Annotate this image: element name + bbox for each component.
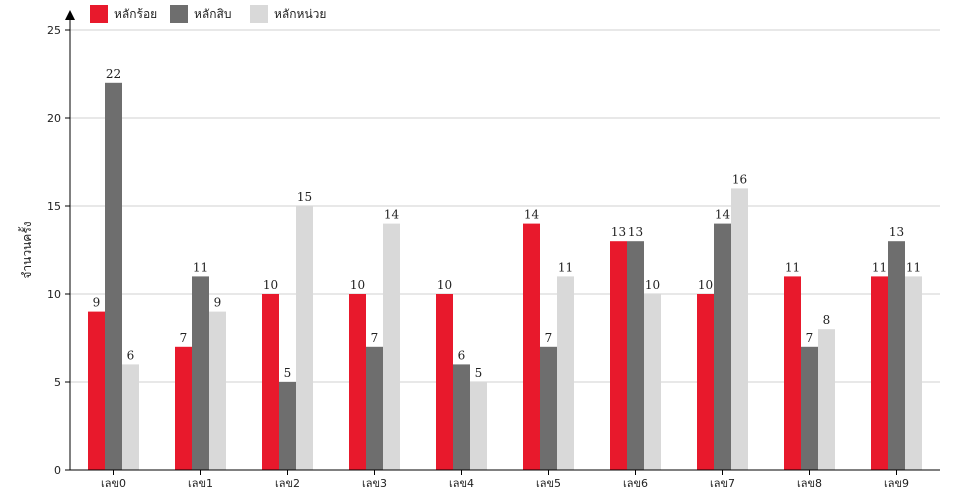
- data-label: 7: [371, 331, 379, 345]
- bars: [88, 82, 922, 471]
- bar: [262, 294, 279, 470]
- legend: หลักร้อย หลักสิบ หลักหน่วย: [90, 5, 326, 23]
- data-label: 13: [628, 225, 643, 239]
- bar: [366, 346, 383, 470]
- bar: [105, 82, 122, 471]
- y-axis-arrow-icon: [65, 10, 75, 20]
- x-tick-label: เลข1: [188, 477, 213, 490]
- x-tick-label: เลข5: [536, 477, 561, 490]
- data-label: 11: [193, 260, 208, 274]
- bar: [714, 223, 731, 470]
- data-label: 10: [263, 278, 278, 292]
- data-label: 11: [872, 260, 887, 274]
- data-label: 14: [524, 208, 540, 222]
- data-label: 6: [458, 348, 466, 362]
- bar: [453, 364, 470, 470]
- bar: [88, 311, 105, 470]
- legend-label: หลักร้อย: [114, 7, 157, 21]
- x-tick-label: เลข7: [710, 477, 735, 490]
- bar: [122, 364, 139, 470]
- data-label: 9: [93, 296, 101, 310]
- data-label: 16: [732, 172, 747, 186]
- data-label: 8: [823, 313, 831, 327]
- data-label: 15: [297, 190, 312, 204]
- bar: [818, 329, 835, 470]
- data-label: 7: [806, 331, 814, 345]
- bar: [436, 294, 453, 470]
- bar: [697, 294, 714, 470]
- bar: [784, 276, 801, 470]
- bar: [383, 223, 400, 470]
- x-tick-label: เลข4: [449, 477, 474, 490]
- bar: [905, 276, 922, 470]
- bar: [644, 294, 661, 470]
- data-label: 10: [350, 278, 365, 292]
- bar: [192, 276, 209, 470]
- data-label: 7: [545, 331, 553, 345]
- bar: [209, 311, 226, 470]
- data-label: 14: [715, 208, 731, 222]
- y-tick-label: 15: [47, 200, 61, 213]
- bar: [627, 241, 644, 470]
- data-label: 11: [558, 260, 573, 274]
- bar: [523, 223, 540, 470]
- bar: [470, 382, 487, 470]
- y-tick-label: 10: [47, 288, 61, 301]
- data-label: 10: [645, 278, 660, 292]
- bar: [610, 241, 627, 470]
- bar: [557, 276, 574, 470]
- bar: [801, 346, 818, 470]
- axes: 0 5 10 15 20 25 เลข0 เลข1 เลข2 เลข3 เลข4 เลข5 เลข6 เล…: [47, 10, 940, 490]
- x-tick-label: เลข6: [623, 477, 648, 490]
- bar: [540, 346, 557, 470]
- x-tick-label: เลข8: [797, 477, 822, 490]
- bar: [871, 276, 888, 470]
- data-label: 7: [180, 331, 188, 345]
- legend-swatch: [250, 5, 268, 23]
- bar: [175, 346, 192, 470]
- bar: [296, 206, 313, 470]
- data-label: 10: [437, 278, 452, 292]
- data-label: 11: [906, 260, 921, 274]
- legend-label: หลักหน่วย: [274, 7, 326, 21]
- legend-label: หลักสิบ: [194, 7, 231, 21]
- legend-swatch: [170, 5, 188, 23]
- bar: [279, 382, 296, 470]
- x-tick-label: เลข2: [275, 477, 300, 490]
- x-tick-label: เลข9: [884, 477, 909, 490]
- y-tick-label: 25: [47, 24, 61, 37]
- data-label: 10: [698, 278, 713, 292]
- y-axis-label: จำนวนครั้ง: [18, 221, 34, 278]
- data-label: 5: [475, 366, 483, 380]
- x-tick-label: เลข0: [101, 477, 126, 490]
- y-tick-label: 0: [54, 464, 61, 477]
- bar: [731, 188, 748, 470]
- legend-swatch: [90, 5, 108, 23]
- data-label: 22: [106, 67, 121, 81]
- data-label: 14: [384, 208, 400, 222]
- x-tick-label: เลข3: [362, 477, 387, 490]
- data-label: 5: [284, 366, 292, 380]
- data-label: 9: [214, 296, 222, 310]
- data-label: 13: [611, 225, 626, 239]
- data-label: 6: [127, 348, 135, 362]
- bar: [349, 294, 366, 470]
- y-tick-label: 5: [54, 376, 61, 389]
- data-label: 13: [889, 225, 904, 239]
- y-tick-label: 20: [47, 112, 61, 125]
- bar: [888, 241, 905, 470]
- data-label: 11: [785, 260, 800, 274]
